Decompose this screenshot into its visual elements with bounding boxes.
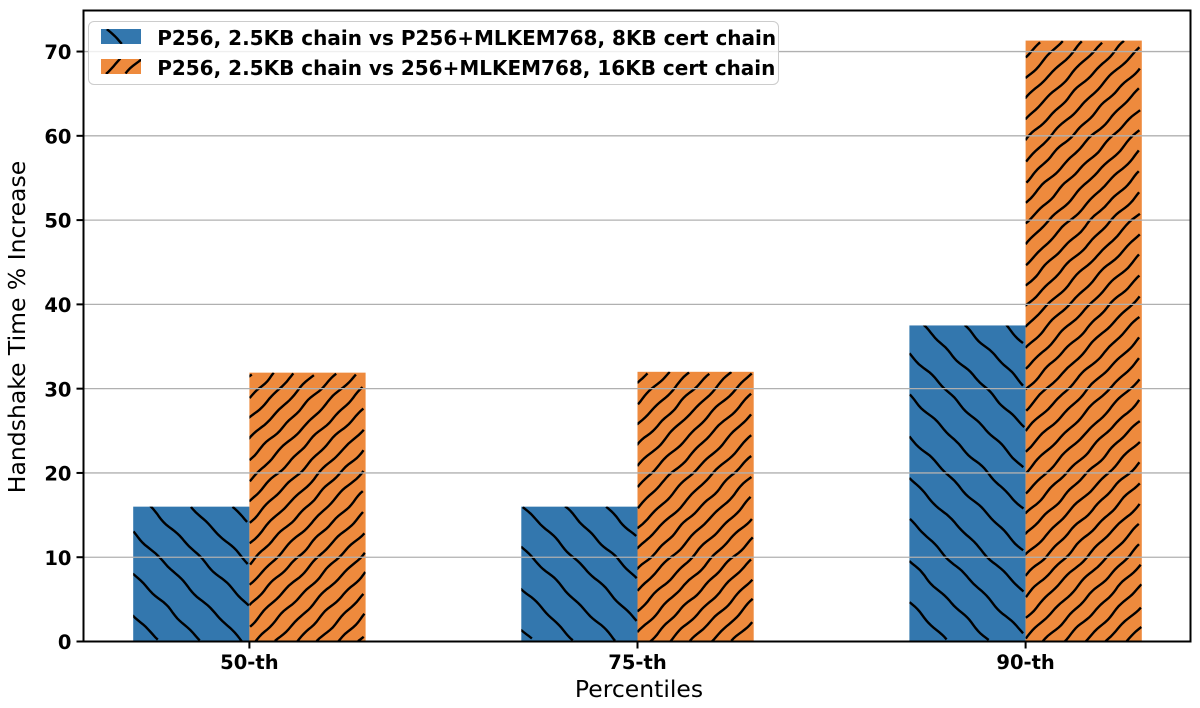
ytick-label-40: 40 [44,294,71,317]
bar-hatch-b1 [521,506,638,642]
xtick-label-0: 50-th [220,651,278,674]
bar-hatch-b2 [909,325,1026,641]
ytick-label-30: 30 [44,378,71,401]
ytick-label-50: 50 [44,210,71,233]
bar-o1 [637,371,754,642]
legend-swatch-blue-hatch-icon [101,29,142,45]
legend-entry-series2: P256, 2.5KB chain vs 256+MLKEM768, 16KB … [89,52,778,82]
ytick-label-0: 0 [58,631,72,654]
bar-b0 [133,506,250,642]
bar-hatch-o1 [637,371,754,642]
bar-b1 [521,506,638,642]
xtick-label-2: 90-th [996,651,1054,674]
bar-o2 [1025,40,1142,642]
x-axis-label: Percentiles [574,674,704,703]
ytick-label-60: 60 [44,125,71,148]
ytick-label-20: 20 [44,463,71,486]
legend-swatch-orange-hatch-icon [101,59,142,75]
legend-label-series2: P256, 2.5KB chain vs 256+MLKEM768, 16KB … [157,56,776,81]
y-axis-label: Handshake Time % Increase [3,160,31,494]
bar-b2 [909,325,1026,642]
xtick-label-1: 75-th [608,651,666,674]
legend: P256, 2.5KB chain vs P256+MLKEM768, 8KB … [88,20,780,86]
ytick-label-10: 10 [44,547,71,570]
bar-hatch-o2 [1025,40,1142,642]
bar-hatch-b0 [133,506,250,642]
ytick-label-70: 70 [44,41,71,64]
legend-label-series1: P256, 2.5KB chain vs P256+MLKEM768, 8KB … [157,26,777,51]
legend-entry-series1: P256, 2.5KB chain vs P256+MLKEM768, 8KB … [89,22,778,52]
